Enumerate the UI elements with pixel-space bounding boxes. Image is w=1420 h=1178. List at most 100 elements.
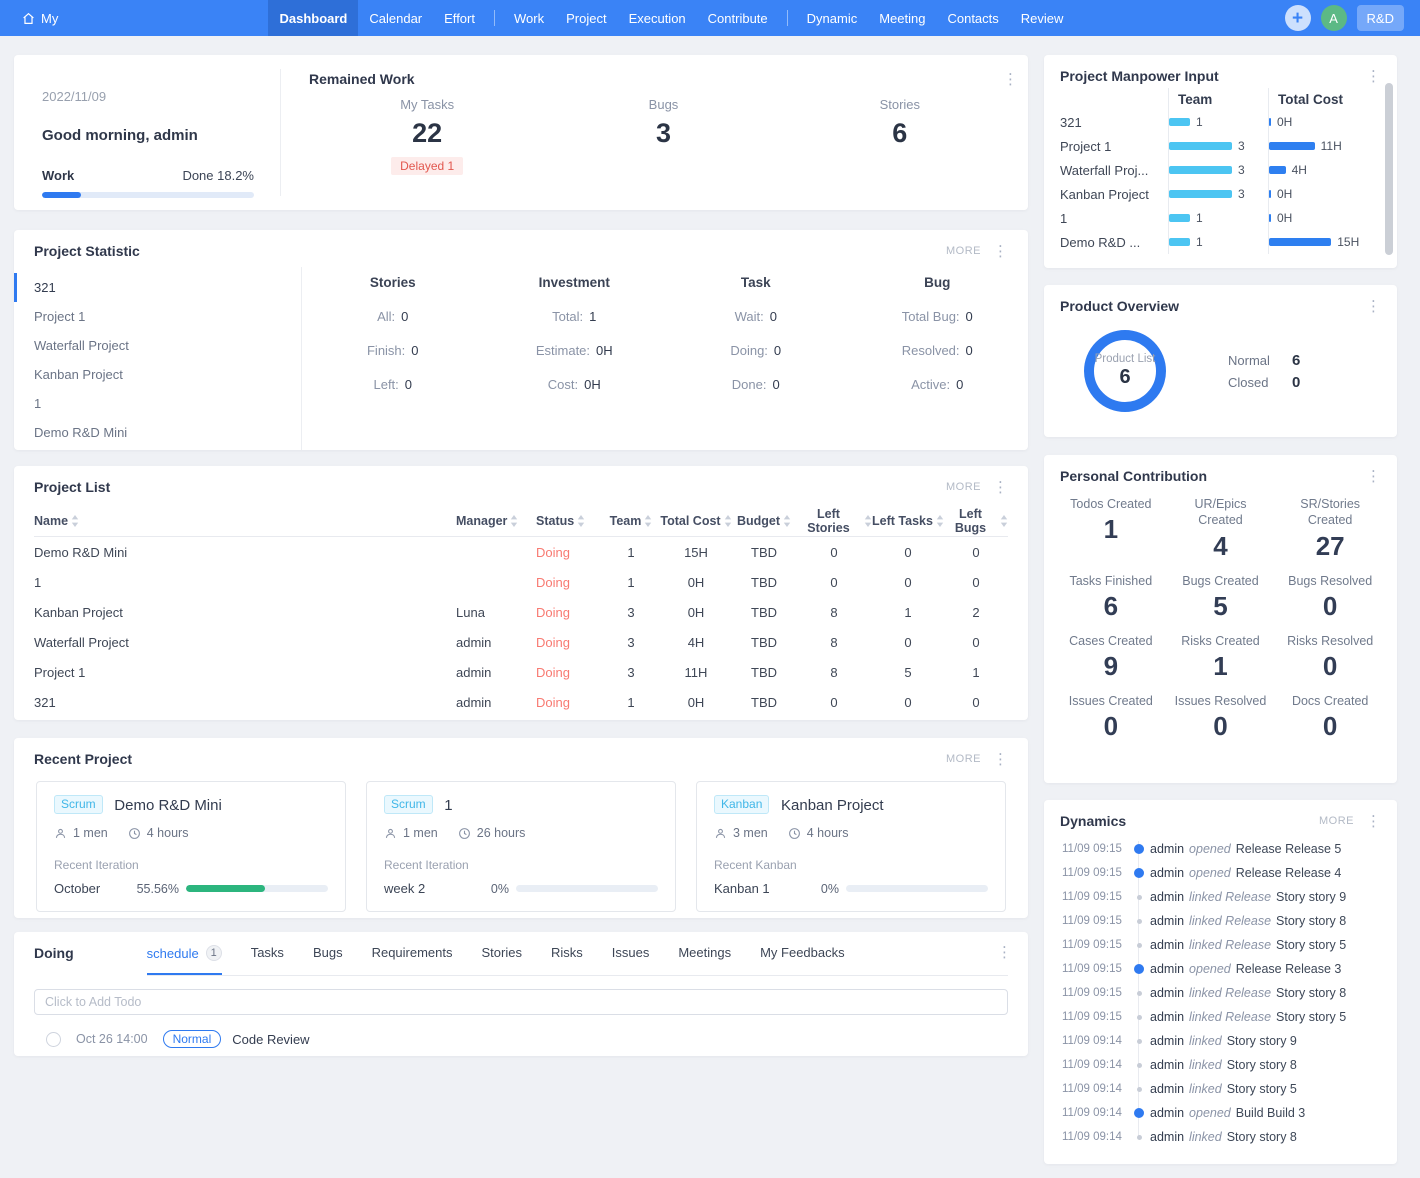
nav-item[interactable]: Contacts	[947, 10, 999, 26]
project-name[interactable]: Kanban Project	[34, 604, 123, 620]
table-row[interactable]: Demo R&D Mini Doing 1 15H TBD 0 0 0	[34, 537, 1008, 567]
table-row[interactable]: 321 admin Doing 1 0H TBD 0 0 0	[34, 687, 1008, 717]
column-header[interactable]: Status	[536, 514, 602, 528]
nav-brand[interactable]: My	[22, 11, 58, 26]
column-header[interactable]: Left Stories	[796, 507, 872, 535]
recent-project-tile[interactable]: Scrum Demo R&D Mini 1 men 4 hours Recent…	[36, 781, 346, 912]
kebab-menu-icon[interactable]: ⋮	[1003, 70, 1018, 88]
nav-item[interactable]: Contribute	[707, 10, 768, 26]
column-header[interactable]: Name	[34, 514, 456, 528]
nav-item[interactable]: Calendar	[369, 10, 423, 26]
stat-value[interactable]: 22	[412, 118, 443, 148]
stat-value[interactable]: 5	[1213, 590, 1228, 621]
kebab-menu-icon[interactable]: ⋮	[993, 750, 1008, 768]
nav-item[interactable]: Meeting	[879, 10, 926, 26]
iteration-name[interactable]: October	[54, 881, 101, 896]
doing-tab[interactable]: Bugs	[312, 945, 343, 960]
stat-value[interactable]: 27	[1315, 530, 1345, 561]
doing-tab[interactable]: Risks	[550, 945, 583, 960]
nav-item[interactable]: Work	[513, 10, 545, 26]
table-row[interactable]: Project 1 admin Doing 3 11H TBD 8 5 1	[34, 657, 1008, 687]
stat-value[interactable]: 6	[892, 118, 908, 148]
dynamic-item[interactable]: 11/09 09:15 admin linked Release Story sto…	[1062, 1005, 1383, 1029]
dynamic-item[interactable]: 11/09 09:15 admin linked Release Story sto…	[1062, 981, 1383, 1005]
iteration-name[interactable]: week 2	[384, 881, 426, 896]
dynamic-item[interactable]: 11/09 09:14 admin linked Story story 5	[1062, 1077, 1383, 1101]
project-name[interactable]: Project 1	[34, 664, 86, 680]
dynamic-object[interactable]: Story story 8	[1276, 986, 1347, 1000]
project-label[interactable]: Kanban Project	[1060, 186, 1149, 202]
dynamic-item[interactable]: 11/09 09:15 admin linked Release Story sto…	[1062, 909, 1383, 933]
more-link[interactable]: MORE	[946, 481, 981, 493]
doing-tab[interactable]: Requirements	[371, 945, 453, 960]
dynamic-object[interactable]: Story story 8	[1226, 1058, 1297, 1072]
dynamic-item[interactable]: 11/09 09:14 admin linked Story story 8	[1062, 1053, 1383, 1077]
dynamic-object[interactable]: Release Release 4	[1235, 866, 1342, 880]
todo-checkbox[interactable]	[46, 1031, 61, 1047]
nav-item[interactable]: Execution	[628, 10, 686, 26]
dynamic-object[interactable]: Story story 9	[1226, 1034, 1297, 1048]
project-label[interactable]: Project 1	[1060, 138, 1112, 154]
stat-value[interactable]: 4	[1213, 530, 1228, 561]
project-name[interactable]: Kanban Project	[781, 797, 884, 814]
tab-schedule[interactable]: schedule 1	[146, 945, 222, 975]
project-label[interactable]: Demo R&D ...	[1060, 234, 1141, 250]
doing-tab[interactable]: My Feedbacks	[760, 945, 845, 960]
dynamic-item[interactable]: 11/09 09:14 admin linked Story story 8	[1062, 1125, 1383, 1149]
stat-value[interactable]: 0	[1322, 711, 1338, 742]
kebab-menu-icon[interactable]: ⋮	[993, 242, 1008, 260]
statistic-project-item[interactable]: 1	[34, 396, 42, 411]
dynamic-item[interactable]: 11/09 09:15 admin opened Release Release 5	[1062, 837, 1383, 861]
statistic-project-item[interactable]: Kanban Project	[34, 367, 123, 382]
avatar[interactable]: A	[1320, 5, 1347, 31]
statistic-project-item[interactable]: 321	[14, 273, 301, 302]
doing-tab[interactable]: Tasks	[250, 945, 284, 960]
doing-tab[interactable]: Meetings	[678, 945, 732, 960]
nav-item[interactable]: Dashboard	[268, 0, 359, 36]
stat-value[interactable]: 1	[1103, 514, 1119, 545]
nav-item[interactable]: Dynamic	[806, 10, 858, 26]
doing-tab[interactable]: Issues	[611, 945, 650, 960]
nav-item[interactable]: Effort	[444, 10, 475, 26]
dynamic-item[interactable]: 11/09 09:14 admin linked Story story 9	[1062, 1029, 1383, 1053]
column-header[interactable]: Left Bugs	[944, 507, 1008, 535]
doing-tab[interactable]: Stories	[481, 945, 522, 960]
project-name[interactable]: Demo R&D Mini	[34, 544, 128, 560]
stat-value[interactable]: 3	[655, 118, 671, 148]
kebab-menu-icon[interactable]: ⋮	[993, 478, 1008, 496]
dynamic-item[interactable]: 11/09 09:15 admin linked Release Story sto…	[1062, 933, 1383, 957]
add-todo-input[interactable]	[34, 989, 1008, 1015]
dynamic-object[interactable]: Story story 5	[1276, 1010, 1347, 1024]
scrollbar[interactable]	[1385, 83, 1393, 255]
dynamic-object[interactable]: Story story 9	[1276, 890, 1347, 904]
column-header[interactable]: Total Cost	[660, 514, 732, 528]
recent-project-tile[interactable]: Kanban Kanban Project 3 men 4 hours Rece…	[696, 781, 1006, 912]
statistic-project-item[interactable]: Demo R&D Mini	[34, 425, 128, 440]
project-name[interactable]: Waterfall Project	[34, 634, 129, 650]
dynamic-object[interactable]: Story story 5	[1276, 938, 1347, 952]
create-button[interactable]: +	[1284, 5, 1311, 31]
dynamic-object[interactable]: Release Release 3	[1235, 962, 1342, 976]
project-label[interactable]: 321	[1060, 114, 1082, 130]
nav-item[interactable]: Review	[1020, 10, 1064, 26]
more-link[interactable]: MORE	[946, 245, 981, 257]
kebab-menu-icon[interactable]: ⋮	[1366, 467, 1381, 485]
project-label[interactable]: Waterfall Proj...	[1060, 162, 1149, 178]
column-header[interactable]: Team	[602, 514, 660, 528]
dynamic-item[interactable]: 11/09 09:15 admin opened Release Release 4	[1062, 861, 1383, 885]
stat-value[interactable]: 0	[1213, 711, 1228, 742]
dynamic-object[interactable]: Story story 5	[1226, 1082, 1297, 1096]
dynamic-object[interactable]: Build Build 3	[1235, 1106, 1306, 1120]
todo-title[interactable]: Code Review	[232, 1031, 310, 1047]
kebab-menu-icon[interactable]: ⋮	[1366, 67, 1381, 85]
dynamic-object[interactable]: Story story 8	[1276, 914, 1347, 928]
stat-value[interactable]: 0	[1322, 590, 1338, 621]
statistic-project-item[interactable]: Waterfall Project	[34, 338, 129, 353]
table-row[interactable]: Kanban Project Luna Doing 3 0H TBD 8 1 2	[34, 597, 1008, 627]
column-header[interactable]: Left Tasks	[872, 514, 944, 528]
stat-value[interactable]: 0	[1322, 651, 1338, 681]
product-donut-chart[interactable]: Product List 6	[1084, 330, 1166, 412]
kebab-menu-icon[interactable]: ⋮	[997, 944, 1012, 961]
dynamic-item[interactable]: 11/09 09:14 admin opened Build Build 3	[1062, 1101, 1383, 1125]
project-label[interactable]: 1	[1060, 210, 1068, 226]
